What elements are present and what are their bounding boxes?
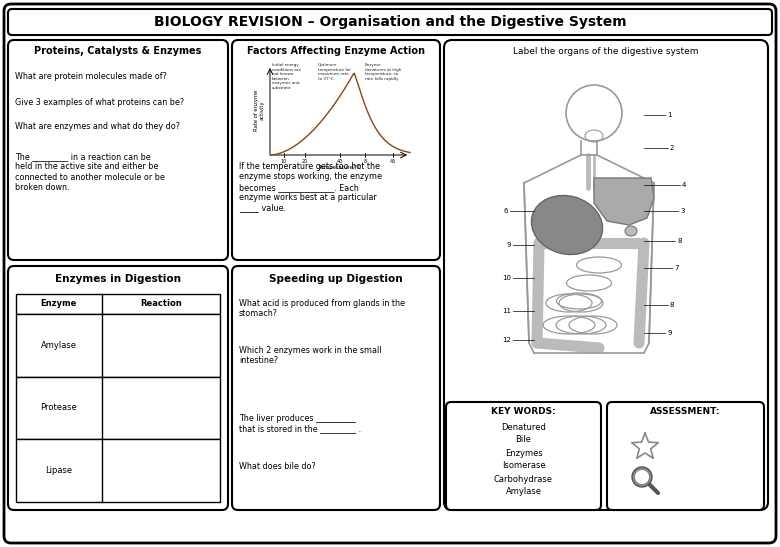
- Text: 7: 7: [674, 265, 679, 271]
- Text: Carbohydrase: Carbohydrase: [494, 474, 553, 484]
- Text: 12: 12: [502, 337, 511, 343]
- Text: The _________ in a reaction can be
held in the active site and either be
connect: The _________ in a reaction can be held …: [15, 152, 165, 192]
- Ellipse shape: [625, 226, 637, 236]
- Text: Optimum
temperature for
maximum rate
to 37°C: Optimum temperature for maximum rate to …: [318, 63, 351, 81]
- Text: Which 2 enzymes work in the small
intestine?: Which 2 enzymes work in the small intest…: [239, 346, 381, 365]
- Text: What are enzymes and what do they do?: What are enzymes and what do they do?: [15, 122, 180, 131]
- Text: 40: 40: [337, 159, 343, 164]
- Text: 4: 4: [682, 182, 686, 188]
- Text: 8: 8: [363, 159, 367, 164]
- FancyBboxPatch shape: [4, 4, 776, 543]
- Circle shape: [635, 470, 649, 484]
- Text: Lipase: Lipase: [45, 466, 73, 475]
- Text: Protease: Protease: [41, 404, 77, 412]
- FancyBboxPatch shape: [232, 266, 440, 510]
- Circle shape: [632, 467, 652, 487]
- FancyBboxPatch shape: [232, 40, 440, 260]
- Ellipse shape: [531, 195, 603, 254]
- Text: Enzymes: Enzymes: [505, 449, 542, 457]
- Bar: [16, 294, 220, 314]
- Text: 8: 8: [670, 302, 675, 308]
- Text: What does bile do?: What does bile do?: [239, 462, 316, 471]
- Polygon shape: [594, 178, 654, 225]
- Text: 8: 8: [677, 238, 682, 244]
- Text: KEY WORDS:: KEY WORDS:: [491, 408, 556, 416]
- Text: Isomerase: Isomerase: [502, 462, 545, 470]
- Text: Bile: Bile: [516, 435, 531, 445]
- Text: 10: 10: [281, 159, 287, 164]
- Text: BIOLOGY REVISION – Organisation and the Digestive System: BIOLOGY REVISION – Organisation and the …: [154, 15, 626, 29]
- FancyBboxPatch shape: [8, 9, 772, 35]
- Text: 6: 6: [504, 208, 508, 214]
- Text: Denatured: Denatured: [501, 422, 546, 432]
- Bar: [16, 377, 220, 439]
- Text: 11: 11: [502, 308, 511, 314]
- Text: 10: 10: [502, 275, 511, 281]
- FancyBboxPatch shape: [8, 266, 228, 510]
- Text: Enzymes in Digestion: Enzymes in Digestion: [55, 274, 181, 284]
- Text: Give 3 examples of what proteins can be?: Give 3 examples of what proteins can be?: [15, 98, 184, 107]
- Text: Enzyme
denatures at high
temperature, so
rate falls rapidly: Enzyme denatures at high temperature, so…: [365, 63, 402, 81]
- Text: 1: 1: [667, 112, 672, 118]
- Text: 20: 20: [302, 159, 308, 164]
- Text: The liver produces __________
that is stored in the _________ .: The liver produces __________ that is st…: [239, 414, 361, 433]
- Text: Proteins, Catalysts & Enzymes: Proteins, Catalysts & Enzymes: [34, 46, 202, 56]
- Text: 9: 9: [506, 242, 511, 248]
- Text: Speeding up Digestion: Speeding up Digestion: [269, 274, 402, 284]
- Text: 9: 9: [667, 330, 672, 336]
- Text: 3: 3: [680, 208, 685, 214]
- Text: Reaction: Reaction: [140, 300, 182, 309]
- Bar: [16, 314, 220, 377]
- Text: 45: 45: [390, 159, 396, 164]
- Text: Amylase: Amylase: [505, 487, 541, 497]
- FancyBboxPatch shape: [444, 40, 768, 510]
- Text: Label the organs of the digestive system: Label the organs of the digestive system: [513, 48, 699, 56]
- Text: Rate of enzyme
activity: Rate of enzyme activity: [254, 89, 265, 131]
- Text: Initial energy
conditions are
not known
between
enzymes and
substrate: Initial energy conditions are not known …: [272, 63, 301, 90]
- Text: Amylase: Amylase: [41, 341, 77, 350]
- Text: Factors Affecting Enzyme Action: Factors Affecting Enzyme Action: [247, 46, 425, 56]
- Text: What are protein molecules made of?: What are protein molecules made of?: [15, 72, 167, 81]
- Text: 2: 2: [670, 145, 675, 151]
- Text: ASSESSMENT:: ASSESSMENT:: [651, 408, 721, 416]
- FancyBboxPatch shape: [8, 40, 228, 260]
- Text: If the temperature gets too hot the
enzyme stops working, the enzyme
becomes ___: If the temperature gets too hot the enzy…: [239, 162, 382, 213]
- Text: What acid is produced from glands in the
stomach?: What acid is produced from glands in the…: [239, 299, 405, 318]
- FancyBboxPatch shape: [607, 402, 764, 510]
- Text: Enzyme: Enzyme: [41, 300, 77, 309]
- Text: Temperature/°C: Temperature/°C: [318, 165, 362, 170]
- FancyBboxPatch shape: [446, 402, 601, 510]
- Bar: [16, 439, 220, 502]
